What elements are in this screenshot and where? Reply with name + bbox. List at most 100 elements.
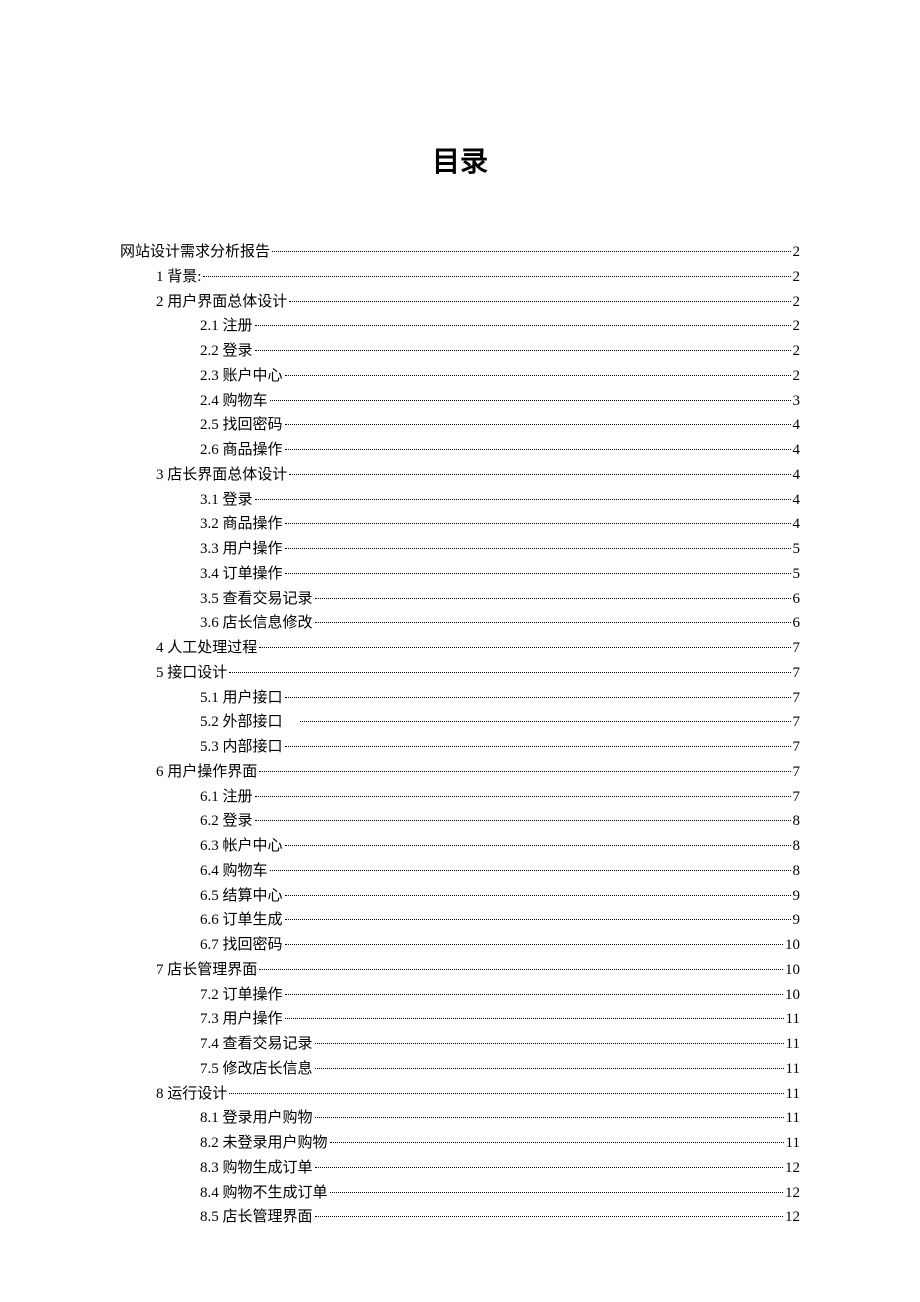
toc-entry-label: 7.3 用户操作 (200, 1007, 283, 1032)
toc-entry-page: 9 (793, 908, 801, 933)
toc-title: 目录 (120, 140, 800, 180)
toc-entry-label: 6.1 注册 (200, 785, 253, 810)
toc-dots-leader (285, 1018, 784, 1019)
toc-entry-page: 11 (786, 1057, 800, 1082)
toc-entry-page: 11 (786, 1007, 800, 1032)
toc-dots-leader (285, 573, 791, 574)
toc-entry-page: 11 (786, 1131, 800, 1156)
toc-entry: 6.5 结算中心9 (120, 884, 800, 909)
toc-entry-label: 2 用户界面总体设计 (156, 290, 287, 315)
toc-entry: 5 接口设计 7 (120, 661, 800, 686)
toc-entry: 网站设计需求分析报告2 (120, 240, 800, 265)
toc-entry-label: 3 店长界面总体设计 (156, 463, 287, 488)
toc-entry-page: 4 (793, 512, 801, 537)
toc-entry-page: 7 (793, 760, 801, 785)
toc-entry: 3.5 查看交易记录6 (120, 587, 800, 612)
toc-entry-label: 8.2 未登录用户购物 (200, 1131, 328, 1156)
toc-dots-leader (259, 647, 790, 648)
toc-entry-label: 6 用户操作界面 (156, 760, 257, 785)
toc-entry-page: 4 (793, 413, 801, 438)
toc-entry-label: 2.1 注册 (200, 314, 253, 339)
toc-entry: 2.4 购物车3 (120, 389, 800, 414)
toc-entry-label: 7 店长管理界面 (156, 958, 257, 983)
toc-dots-leader (285, 523, 791, 524)
toc-entry-page: 8 (793, 809, 801, 834)
toc-entry-label: 2.4 购物车 (200, 389, 268, 414)
toc-entry: 3 店长界面总体设计 4 (120, 463, 800, 488)
toc-entry-label: 2.6 商品操作 (200, 438, 283, 463)
toc-dots-leader (255, 350, 791, 351)
toc-entry-label: 5.1 用户接口 (200, 686, 283, 711)
toc-dots-leader (315, 1068, 784, 1069)
toc-entry-page: 11 (786, 1032, 800, 1057)
toc-entry-label: 6.5 结算中心 (200, 884, 283, 909)
toc-entry-page: 4 (793, 438, 801, 463)
toc-entry-page: 2 (793, 314, 801, 339)
toc-dots-leader (259, 771, 790, 772)
toc-entry-label: 5.2 外部接口 (200, 710, 298, 735)
toc-dots-leader (259, 969, 783, 970)
toc-entry-page: 2 (793, 364, 801, 389)
toc-dots-leader (285, 746, 791, 747)
toc-entry-page: 7 (793, 686, 801, 711)
toc-entry-page: 12 (785, 1205, 800, 1230)
toc-entry-page: 4 (793, 463, 801, 488)
toc-entry: 8.1 登录用户购物11 (120, 1106, 800, 1131)
toc-entry-page: 4 (793, 488, 801, 513)
toc-entry-page: 5 (793, 537, 801, 562)
toc-entry-label: 6.7 找回密码 (200, 933, 283, 958)
toc-dots-leader (315, 598, 791, 599)
toc-entry: 2.6 商品操作 4 (120, 438, 800, 463)
toc-entry: 6 用户操作界面 7 (120, 760, 800, 785)
toc-entry-label: 2.5 找回密码 (200, 413, 283, 438)
toc-entry: 2.3 账户中心2 (120, 364, 800, 389)
toc-entry: 7.2 订单操作10 (120, 983, 800, 1008)
toc-entry: 3.4 订单操作5 (120, 562, 800, 587)
toc-entry-label: 3.6 店长信息修改 (200, 611, 313, 636)
toc-entry: 8.5 店长管理界面12 (120, 1205, 800, 1230)
toc-dots-leader (255, 796, 791, 797)
toc-entry-label: 8 运行设计 (156, 1082, 227, 1107)
toc-entry: 2.5 找回密码 4 (120, 413, 800, 438)
toc-entry: 7.4 查看交易记录 11 (120, 1032, 800, 1057)
toc-entry-label: 8.3 购物生成订单 (200, 1156, 313, 1181)
toc-entry-page: 11 (786, 1082, 800, 1107)
toc-entry-page: 10 (785, 958, 800, 983)
toc-dots-leader (285, 919, 791, 920)
toc-entry-label: 网站设计需求分析报告 (120, 240, 270, 265)
toc-entry-page: 11 (786, 1106, 800, 1131)
toc-entry: 1 背景:2 (120, 265, 800, 290)
toc-entry-page: 7 (793, 710, 801, 735)
toc-dots-leader (315, 1216, 783, 1217)
toc-dots-leader (300, 721, 791, 722)
toc-entry-label: 5 接口设计 (156, 661, 227, 686)
toc-entry-label: 4 人工处理过程 (156, 636, 257, 661)
toc-entry: 2.1 注册 2 (120, 314, 800, 339)
toc-entry: 8.3 购物生成订单12 (120, 1156, 800, 1181)
toc-dots-leader (315, 1043, 784, 1044)
toc-list: 网站设计需求分析报告21 背景:22 用户界面总体设计22.1 注册22.2 登… (120, 240, 800, 1230)
toc-entry: 5.1 用户接口 7 (120, 686, 800, 711)
toc-dots-leader (285, 895, 791, 896)
toc-dots-leader (255, 499, 791, 500)
toc-dots-leader (285, 548, 791, 549)
toc-entry-page: 7 (793, 661, 801, 686)
toc-dots-leader (289, 301, 790, 302)
toc-entry-page: 2 (793, 265, 801, 290)
toc-dots-leader (315, 1117, 784, 1118)
toc-dots-leader (270, 870, 791, 871)
toc-entry-label: 6.2 登录 (200, 809, 253, 834)
toc-dots-leader (315, 622, 791, 623)
toc-entry: 7.5 修改店长信息11 (120, 1057, 800, 1082)
toc-dots-leader (255, 820, 791, 821)
toc-dots-leader (330, 1142, 784, 1143)
toc-entry-page: 10 (785, 983, 800, 1008)
toc-entry-page: 10 (785, 933, 800, 958)
toc-entry-label: 7.4 查看交易记录 (200, 1032, 313, 1057)
toc-entry-page: 6 (793, 611, 801, 636)
toc-entry: 2 用户界面总体设计2 (120, 290, 800, 315)
toc-entry-page: 8 (793, 859, 801, 884)
toc-entry: 3.6 店长信息修改 6 (120, 611, 800, 636)
toc-dots-leader (289, 474, 790, 475)
toc-dots-leader (255, 325, 791, 326)
